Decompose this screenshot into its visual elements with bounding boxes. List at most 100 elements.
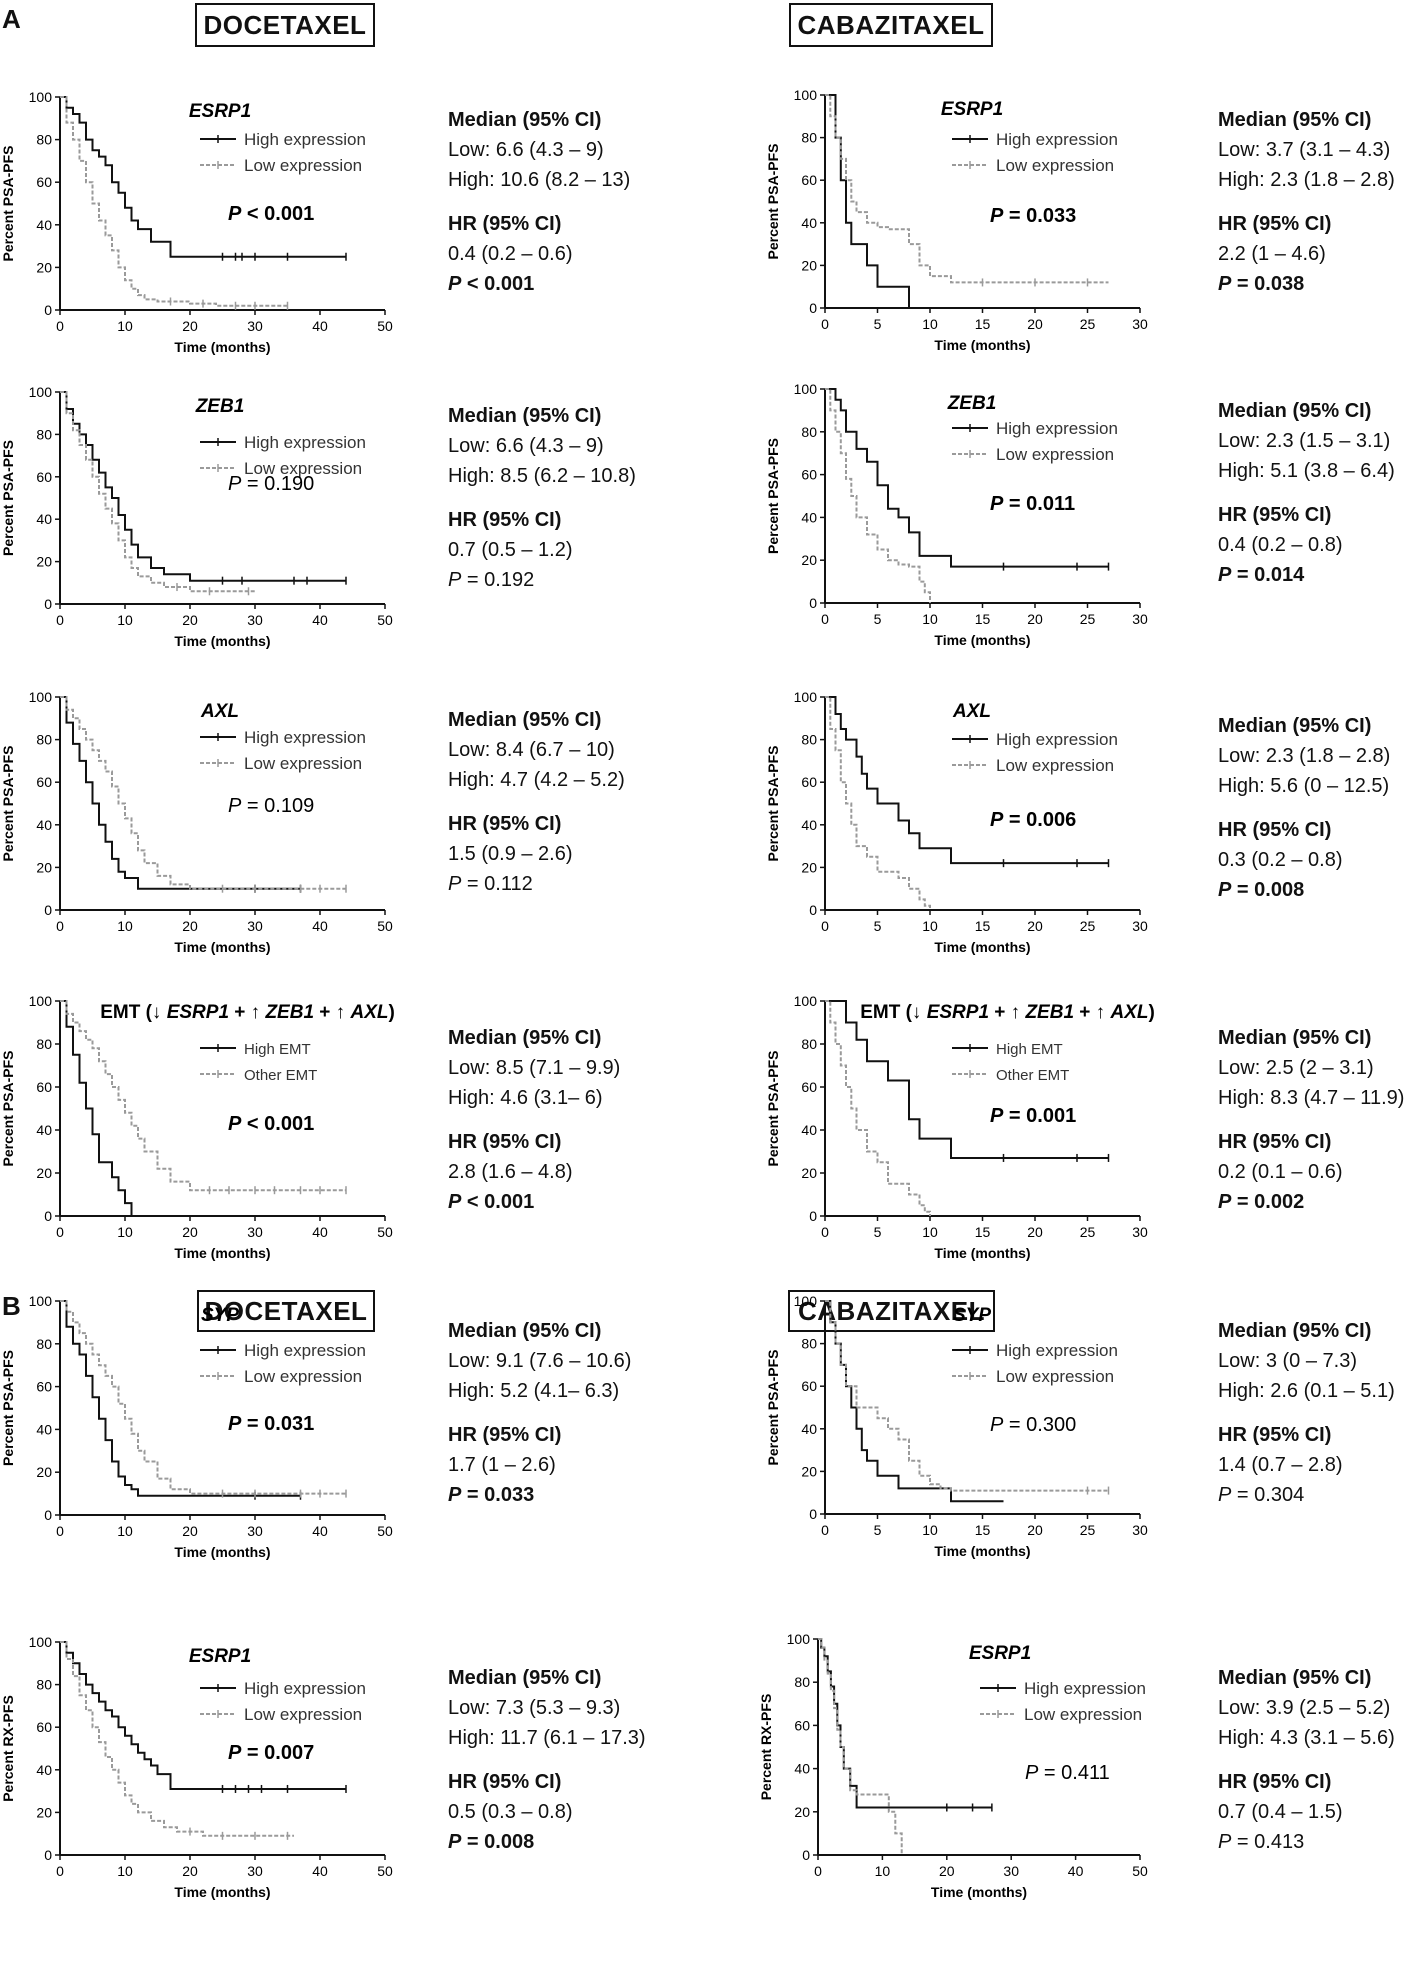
y-tick-label: 20 bbox=[801, 859, 817, 875]
x-tick-label: 0 bbox=[56, 1523, 64, 1539]
y-axis-label: Percent RX-PFS bbox=[758, 1694, 774, 1801]
x-tick-label: 50 bbox=[377, 612, 393, 628]
hr-p-value: P < 0.001 bbox=[448, 273, 535, 295]
y-tick-label: 60 bbox=[801, 1378, 817, 1394]
section-b-docetaxel-label: DOCETAXEL bbox=[197, 1290, 375, 1332]
x-tick-label: 15 bbox=[975, 611, 991, 627]
legend-label: High EMT bbox=[244, 1041, 311, 1058]
y-tick-label: 40 bbox=[36, 817, 52, 833]
hr-p-value: P = 0.192 bbox=[448, 569, 535, 591]
spacer bbox=[1218, 195, 1395, 209]
stats-A-cab-syp: Median (95% CI) Low: 3 (0 – 7.3) High: 2.6… bbox=[1218, 1316, 1395, 1510]
y-tick-label: 60 bbox=[801, 1079, 817, 1095]
x-tick-label: 20 bbox=[182, 1523, 198, 1539]
legend-label: Low expression bbox=[244, 1367, 362, 1386]
spacer bbox=[448, 1406, 631, 1420]
spacer bbox=[448, 1113, 620, 1127]
chart-A-doc-esrp1: 0 20 40 60 80 100 0 10 20 30 40 50 Time (months) Perc… bbox=[0, 89, 393, 355]
legend-label: Low expression bbox=[1024, 1705, 1142, 1724]
chart-B-doc-esrp1: 0 20 40 60 80 100 0 10 20 30 40 50 Time (months) Perc… bbox=[0, 1634, 393, 1900]
median-low: Low: 3 (0 – 7.3) bbox=[1218, 1350, 1357, 1372]
chart-A-cab-esrp1: 0 20 40 60 80 100 0 5 10 15 20 25 30 Time (months) Per… bbox=[765, 87, 1148, 353]
y-axis-label: Percent PSA-PFS bbox=[765, 746, 781, 862]
median-header: Median (95% CI) bbox=[1218, 400, 1372, 422]
x-tick-label: 5 bbox=[874, 1224, 882, 1240]
legend-label: Low expression bbox=[996, 1367, 1114, 1386]
chart-B-cab-esrp1: 0 20 40 60 80 100 0 10 20 30 40 50 Time (months) Perc… bbox=[758, 1631, 1148, 1900]
legend-label: High expression bbox=[996, 1341, 1118, 1360]
legend-label: High expression bbox=[244, 130, 366, 149]
legend-label: Low expression bbox=[996, 445, 1114, 464]
y-tick-label: 100 bbox=[794, 689, 818, 705]
chart-title: ZEB1 bbox=[947, 393, 997, 414]
x-tick-label: 40 bbox=[1068, 1863, 1084, 1879]
x-axis-label: Time (months) bbox=[931, 1884, 1027, 1900]
x-tick-label: 30 bbox=[247, 1863, 263, 1879]
y-tick-label: 40 bbox=[36, 217, 52, 233]
median-header: Median (95% CI) bbox=[448, 1320, 602, 1342]
y-axis-label: Percent PSA-PFS bbox=[765, 144, 781, 260]
x-axis-label: Time (months) bbox=[934, 1543, 1030, 1559]
x-tick-label: 20 bbox=[939, 1863, 955, 1879]
median-high: High: 8.5 (6.2 – 10.8) bbox=[448, 465, 636, 487]
x-tick-label: 0 bbox=[821, 611, 829, 627]
x-tick-label: 10 bbox=[117, 1224, 133, 1240]
y-tick-label: 60 bbox=[794, 1717, 810, 1733]
chart-title: EMT (↓ ESRP1 + ↑ ZEB1 + ↑ AXL) bbox=[860, 1002, 1155, 1023]
legend-label: Other EMT bbox=[244, 1067, 317, 1084]
median-low: Low: 9.1 (7.6 – 10.6) bbox=[448, 1350, 632, 1372]
y-tick-label: 40 bbox=[36, 1122, 52, 1138]
legend-label: High expression bbox=[1024, 1679, 1146, 1698]
x-tick-label: 20 bbox=[182, 1224, 198, 1240]
spacer bbox=[448, 1753, 646, 1767]
hr-value: 2.8 (1.6 – 4.8) bbox=[448, 1161, 573, 1183]
chart-A-cab-zeb1: 0 20 40 60 80 100 0 5 10 15 20 25 30 Time (months) Per… bbox=[765, 381, 1148, 648]
plot-p-value: P = 0.300 bbox=[990, 1414, 1076, 1436]
hr-header: HR (95% CI) bbox=[448, 1771, 562, 1793]
legend-label: High expression bbox=[996, 419, 1118, 438]
y-tick-label: 60 bbox=[36, 1079, 52, 1095]
x-tick-label: 30 bbox=[1132, 611, 1148, 627]
x-tick-label: 10 bbox=[922, 611, 938, 627]
y-tick-label: 0 bbox=[809, 300, 817, 316]
hr-value: 1.5 (0.9 – 2.6) bbox=[448, 843, 573, 865]
km-line-high bbox=[60, 1300, 301, 1497]
legend-label: Low expression bbox=[996, 756, 1114, 775]
y-tick-label: 20 bbox=[36, 859, 52, 875]
spacer bbox=[1218, 486, 1395, 500]
hr-value: 0.7 (0.5 – 1.2) bbox=[448, 539, 573, 561]
legend-label: High expression bbox=[244, 728, 366, 747]
median-header: Median (95% CI) bbox=[448, 1667, 602, 1689]
y-tick-label: 100 bbox=[794, 1293, 818, 1309]
chart-title: SYP bbox=[201, 1305, 239, 1326]
hr-p-value: P = 0.304 bbox=[1218, 1484, 1305, 1506]
x-tick-label: 20 bbox=[182, 318, 198, 334]
y-tick-label: 0 bbox=[809, 1208, 817, 1224]
y-tick-label: 100 bbox=[787, 1631, 811, 1647]
km-line-low bbox=[825, 388, 931, 603]
legend-label: High EMT bbox=[996, 1041, 1063, 1058]
median-header: Median (95% CI) bbox=[1218, 109, 1372, 131]
y-axis-label: Percent PSA-PFS bbox=[0, 746, 16, 862]
plot-p-value: P = 0.001 bbox=[990, 1105, 1076, 1127]
median-high: High: 5.1 (3.8 – 6.4) bbox=[1218, 460, 1395, 482]
y-tick-label: 40 bbox=[794, 1761, 810, 1777]
x-axis-label: Time (months) bbox=[934, 1245, 1030, 1261]
hr-header: HR (95% CI) bbox=[1218, 819, 1332, 841]
km-line-low bbox=[825, 696, 931, 910]
median-low: Low: 2.3 (1.5 – 3.1) bbox=[1218, 430, 1391, 452]
legend-label: High expression bbox=[996, 130, 1118, 149]
x-tick-label: 40 bbox=[312, 1523, 328, 1539]
y-tick-label: 80 bbox=[801, 424, 817, 440]
km-line-high bbox=[60, 96, 346, 258]
spacer bbox=[448, 795, 625, 809]
median-high: High: 2.3 (1.8 – 2.8) bbox=[1218, 169, 1395, 191]
section-b-cabazitaxel-label: CABAZITAXEL bbox=[788, 1290, 995, 1332]
stats-B-cab-esrp1: Median (95% CI) Low: 3.9 (2.5 – 5.2) High:… bbox=[1218, 1663, 1395, 1857]
legend-label: Other EMT bbox=[996, 1067, 1069, 1084]
y-tick-label: 80 bbox=[36, 1336, 52, 1352]
median-high: High: 11.7 (6.1 – 17.3) bbox=[448, 1727, 646, 1749]
median-low: Low: 8.4 (6.7 – 10) bbox=[448, 739, 615, 761]
x-tick-label: 0 bbox=[56, 318, 64, 334]
median-high: High: 2.6 (0.1 – 5.1) bbox=[1218, 1380, 1395, 1402]
